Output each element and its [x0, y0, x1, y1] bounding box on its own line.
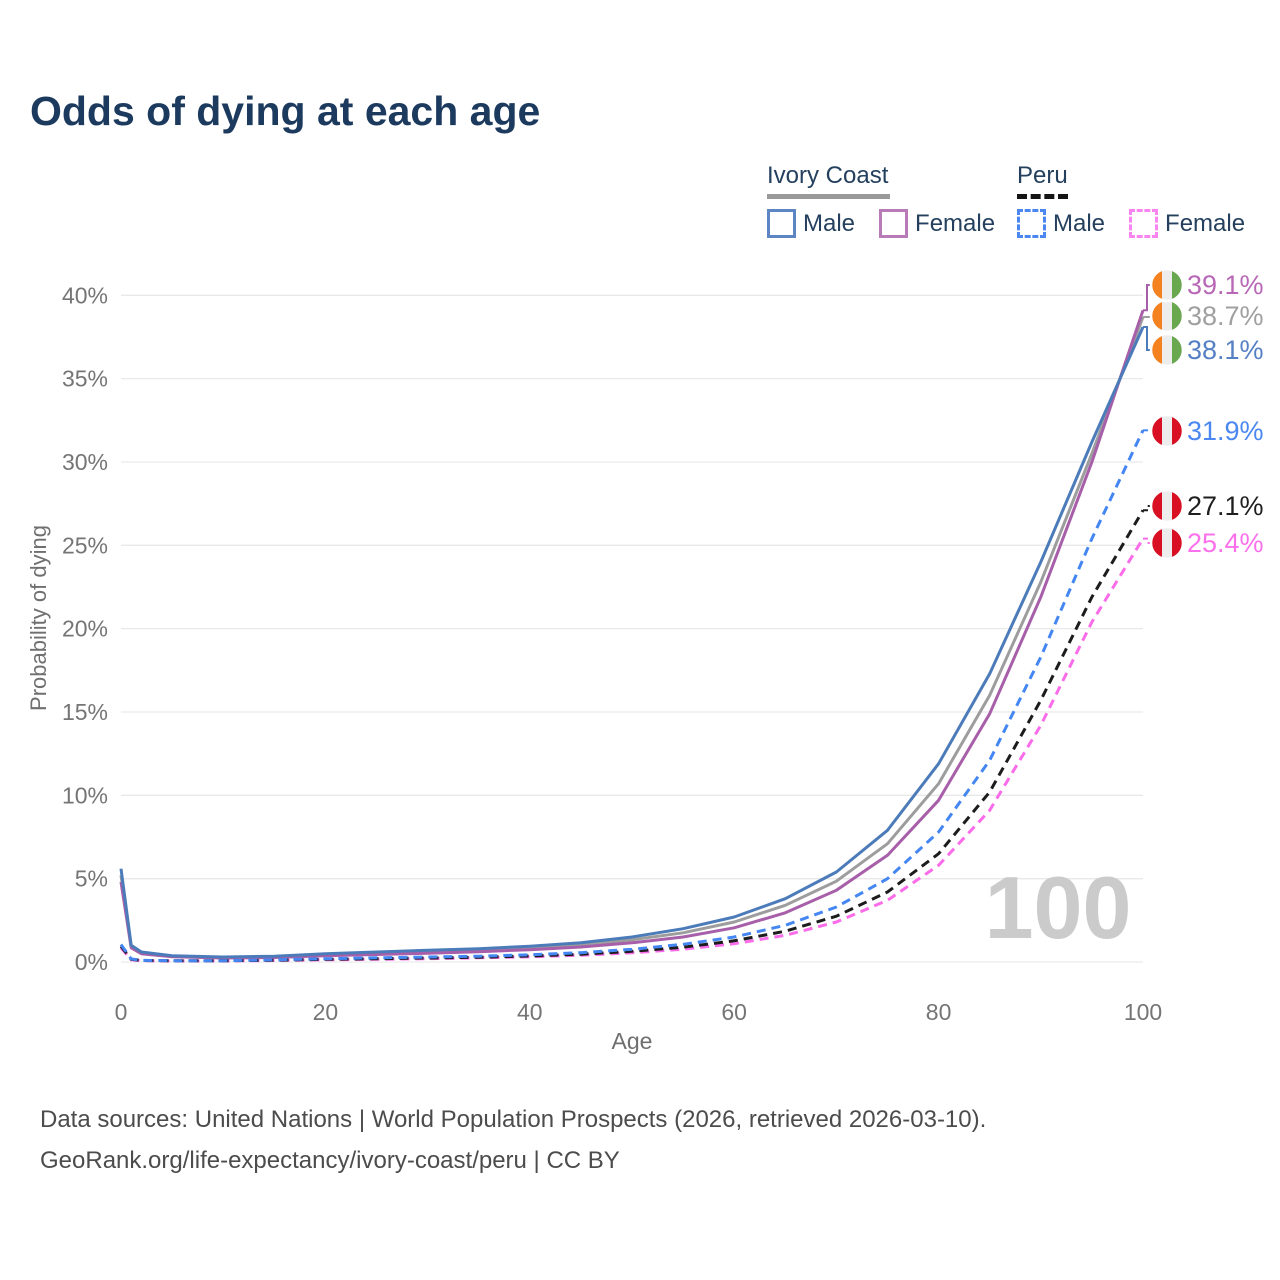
y-axis-title: Probability of dying	[26, 525, 51, 711]
y-tick-label: 25%	[62, 532, 108, 558]
legend-country-peru[interactable]: Peru	[1017, 162, 1068, 199]
x-tick-label: 40	[517, 999, 543, 1025]
male-dashed-swatch-icon[interactable]	[1017, 209, 1046, 238]
peru-flag-icon	[1152, 416, 1182, 446]
legend-country-ivory-coast[interactable]: Ivory Coast	[767, 162, 891, 199]
page-title: Odds of dying at each age	[30, 88, 541, 134]
ivory-coast-flag-icon	[1152, 335, 1182, 365]
source-line-2: GeoRank.org/life-expectancy/ivory-coast/…	[40, 1147, 620, 1174]
end-value-label: 39.1%	[1187, 270, 1264, 300]
x-tick-label: 80	[926, 999, 952, 1025]
legend-item-label[interactable]: Female	[915, 209, 996, 237]
end-value-label: 38.1%	[1187, 335, 1264, 365]
y-tick-label: 10%	[62, 782, 108, 808]
watermark: 100	[985, 858, 1132, 957]
end-value-label: 27.1%	[1187, 491, 1264, 521]
y-tick-label: 15%	[62, 699, 108, 725]
male-solid-swatch-icon[interactable]	[767, 209, 796, 238]
legend-item-ivory-coast-male[interactable]: Male	[767, 209, 855, 238]
y-tick-label: 30%	[62, 449, 108, 475]
y-tick-label: 40%	[62, 282, 108, 308]
end-label-connector	[1143, 284, 1152, 312]
end-label-connector	[1143, 537, 1152, 544]
ivory-coast-flag-icon	[1152, 270, 1182, 300]
end-value-label: 31.9%	[1187, 416, 1264, 446]
female-solid-swatch-icon[interactable]	[879, 209, 909, 238]
peru-flag-icon	[1152, 528, 1182, 558]
legend-item-label[interactable]: Male	[1053, 209, 1106, 237]
legend-item-peru-male[interactable]: Male	[1017, 209, 1105, 238]
legend-group-ivory-coast: Ivory Coast Male Female	[767, 162, 1011, 238]
x-tick-label: 0	[115, 999, 128, 1025]
x-tick-label: 60	[721, 999, 747, 1025]
y-tick-label: 0%	[75, 949, 108, 975]
legend-row-peru: Male Female	[1017, 209, 1261, 238]
end-value-label: 25.4%	[1187, 528, 1264, 558]
ivory-coast-flag-icon	[1152, 301, 1182, 331]
y-tick-label: 5%	[75, 866, 108, 892]
legend-item-label[interactable]: Male	[803, 209, 856, 237]
source-line-1: Data sources: United Nations | World Pop…	[40, 1106, 987, 1133]
source-note: Data sources: United Nations | World Pop…	[40, 1106, 1240, 1188]
end-value-label: 38.7%	[1187, 301, 1264, 331]
legend: Ivory Coast Male Female Peru Male Female	[0, 162, 1280, 252]
legend-group-peru: Peru Male Female	[1017, 162, 1261, 238]
peru-flag-icon	[1152, 491, 1182, 521]
series-line	[119, 429, 1145, 963]
end-label-connector	[1143, 505, 1152, 512]
x-axis-title: Age	[612, 1028, 653, 1054]
end-label-connector	[1143, 325, 1152, 351]
legend-item-peru-female[interactable]: Female	[1129, 209, 1245, 238]
legend-item-label[interactable]: Female	[1165, 209, 1246, 237]
y-tick-label: 35%	[62, 366, 108, 392]
female-dashed-swatch-icon[interactable]	[1129, 209, 1159, 238]
x-tick-label: 20	[313, 999, 339, 1025]
y-tick-label: 20%	[62, 616, 108, 642]
series-line	[119, 326, 1145, 959]
x-tick-label: 100	[1124, 999, 1162, 1025]
legend-item-ivory-coast-female[interactable]: Female	[879, 209, 995, 238]
legend-row-ivory-coast: Male Female	[767, 209, 1011, 238]
